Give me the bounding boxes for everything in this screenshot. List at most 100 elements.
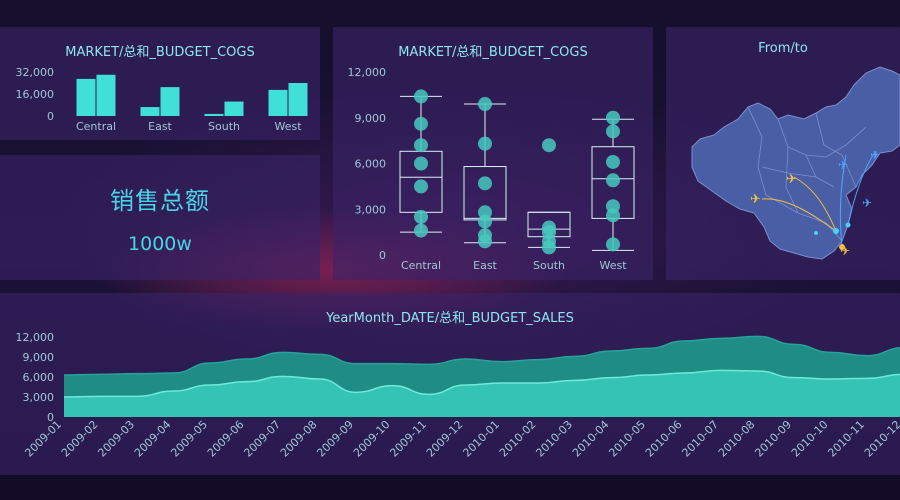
box-chart-svg: 12,000 9,000 6,000 3,000 0 Central East South We… xyxy=(348,66,635,272)
data-point xyxy=(478,214,492,229)
y-tick-label: 12,000 xyxy=(16,331,55,344)
x-tick-label: 2009-01 xyxy=(22,418,64,460)
y-tick-label: 6,000 xyxy=(23,371,55,384)
x-tick-label: 2010-08 xyxy=(716,418,758,460)
data-point xyxy=(606,154,620,169)
plane-icon: ✈ xyxy=(862,196,872,210)
data-point xyxy=(606,208,620,223)
bar xyxy=(224,101,244,116)
x-tick-label: 2010-07 xyxy=(679,418,721,460)
bar xyxy=(140,107,160,116)
kpi-title: 销售总额 xyxy=(110,187,210,215)
x-tick-label: West xyxy=(599,259,627,272)
area-series xyxy=(64,370,900,417)
china-map: ✈ ✈ ✈ ✈ ✈ ✈ xyxy=(691,66,900,260)
x-tick-label: 2010-05 xyxy=(606,418,648,460)
data-point xyxy=(414,138,428,153)
x-tick-label: East xyxy=(473,259,497,272)
x-tick-label: 2010-03 xyxy=(533,418,575,460)
bar-chart-title: MARKET/总和_BUDGET_COGS xyxy=(65,45,255,60)
data-point xyxy=(606,124,620,139)
plane-icon: ✈ xyxy=(838,158,848,172)
data-point xyxy=(542,240,556,255)
series-line xyxy=(63,369,900,398)
data-point xyxy=(414,156,428,171)
map-flight-route xyxy=(793,176,837,232)
map-city-dot xyxy=(814,231,818,235)
data-point xyxy=(414,179,428,194)
bar xyxy=(268,89,288,116)
y-tick-label: 16,000 xyxy=(16,88,55,101)
x-tick-label: 2009-10 xyxy=(351,418,393,460)
y-tick-label: 9,000 xyxy=(355,112,387,125)
y-tick-label: 3,000 xyxy=(355,203,387,216)
box-group xyxy=(591,110,635,252)
map-title: From/to xyxy=(758,41,808,56)
area-chart-panel: YearMonth_DATE/总和_BUDGET_SALES 12,000 9,0… xyxy=(0,293,900,475)
y-tick-label: 0 xyxy=(47,411,54,424)
box-chart-title: MARKET/总和_BUDGET_COGS xyxy=(398,45,588,60)
bar xyxy=(96,74,116,116)
china-map-landmass xyxy=(691,66,900,260)
x-tick-label: 2009-11 xyxy=(387,418,429,460)
map-city-dot xyxy=(839,244,845,250)
area-chart-title: YearMonth_DATE/总和_BUDGET_SALES xyxy=(326,311,574,326)
x-tick-label: 2010-12 xyxy=(862,418,900,460)
data-point xyxy=(478,136,492,151)
map-flight-route xyxy=(839,154,847,248)
map-city-dot xyxy=(833,228,839,234)
kpi-panel: 销售总额 1000w xyxy=(0,155,320,280)
x-tick-label: 2009-08 xyxy=(278,418,320,460)
x-tick-label: 2010-01 xyxy=(460,418,502,460)
y-tick-label: 0 xyxy=(47,110,54,123)
map-flight-route xyxy=(761,198,837,232)
x-tick-label: 2009-07 xyxy=(241,418,283,460)
box-chart-panel: MARKET/总和_BUDGET_COGS 12,000 9,000 6,000 3,… xyxy=(333,27,653,280)
x-tick-label: 2010-09 xyxy=(752,418,794,460)
x-tick-label: 2009-02 xyxy=(59,418,101,460)
data-point xyxy=(606,110,620,125)
area-chart-svg: 12,0009,0006,0003,00002009-012009-022009… xyxy=(16,331,900,460)
data-point xyxy=(414,116,428,131)
y-tick-label: 6,000 xyxy=(355,158,387,171)
y-tick-label: 12,000 xyxy=(348,66,387,79)
map-panel: From/to ✈ ✈ ✈ ✈ ✈ ✈ xyxy=(666,27,900,280)
x-tick-label: 2009-09 xyxy=(314,418,356,460)
bar xyxy=(76,78,96,116)
bar xyxy=(288,83,308,116)
plane-icon: ✈ xyxy=(840,244,850,258)
box-group xyxy=(399,89,443,238)
x-tick-label: East xyxy=(148,120,172,133)
x-tick-label: 2010-06 xyxy=(643,418,685,460)
data-point xyxy=(478,176,492,191)
x-tick-label: Central xyxy=(401,259,441,272)
y-tick-label: 3,000 xyxy=(23,391,55,404)
x-tick-label: South xyxy=(208,120,240,133)
data-point xyxy=(414,89,428,104)
plane-icon: ✈ xyxy=(786,172,797,187)
data-point xyxy=(542,138,556,153)
x-tick-label: 2009-12 xyxy=(424,418,466,460)
y-tick-label: 32,000 xyxy=(16,66,55,79)
plane-icon: ✈ xyxy=(750,192,761,207)
map-province-borders xyxy=(747,106,867,242)
x-tick-label: South xyxy=(533,259,565,272)
box-group xyxy=(527,138,571,255)
bar xyxy=(204,113,224,116)
x-tick-label: 2010-11 xyxy=(825,418,867,460)
x-tick-label: 2010-02 xyxy=(497,418,539,460)
x-tick-label: 2009-03 xyxy=(95,418,137,460)
data-point xyxy=(606,237,620,252)
x-tick-label: 2009-05 xyxy=(168,418,210,460)
x-tick-label: 2009-06 xyxy=(205,418,247,460)
data-point xyxy=(478,97,492,112)
x-tick-label: Central xyxy=(76,120,116,133)
y-tick-label: 9,000 xyxy=(23,351,55,364)
data-point xyxy=(414,223,428,238)
data-point xyxy=(414,209,428,224)
data-point xyxy=(606,173,620,188)
box-group xyxy=(463,97,507,249)
bar-chart-panel: MARKET/总和_BUDGET_COGS 32,000 16,000 0 Centr… xyxy=(0,27,320,140)
bar xyxy=(160,87,180,116)
bar-chart-svg: 32,000 16,000 0 Central East South West xyxy=(16,66,308,133)
